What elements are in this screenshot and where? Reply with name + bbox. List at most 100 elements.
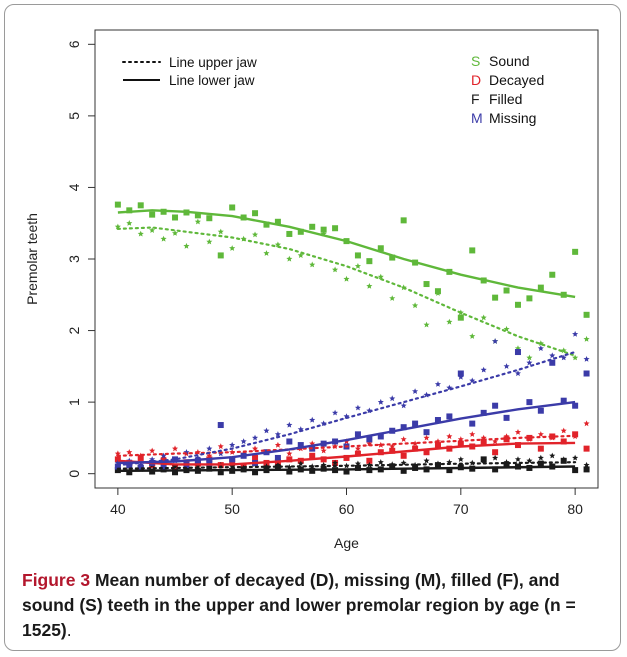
decayed-lower-point [137,454,144,461]
filled-upper-point [549,452,556,459]
decayed-lower-point [114,456,121,463]
sound-upper-point [343,275,350,282]
decayed-upper-point [274,441,281,448]
missing-upper-point [263,427,270,434]
sound-upper-point [583,335,590,342]
decayed-lower-point [434,442,441,449]
filled-lower-point [354,464,361,471]
x-tick-label: 60 [339,501,355,517]
missing-lower-line [117,400,576,465]
sound-upper-point [126,220,133,226]
missing-upper-point [320,420,327,427]
decayed-upper-point [469,431,476,437]
missing-upper-point [377,398,384,405]
missing-lower-point [514,349,521,356]
line-legend-label: Line lower jaw [169,73,255,88]
sound-upper-point [480,314,487,321]
sound-upper-point [114,223,121,230]
missing-upper-point [469,377,476,384]
sound-lower-point [217,252,224,259]
sound-lower-point [354,252,361,259]
decayed-lower-point [583,445,590,452]
filled-lower-point [537,460,544,467]
missing-lower-point [503,414,510,421]
decayed-lower-point [366,457,373,464]
sound-upper-point [229,245,236,251]
missing-lower-point [480,409,487,416]
missing-upper-point [240,438,247,445]
missing-lower-point [423,429,430,436]
missing-upper-point [492,338,499,344]
missing-upper-point [354,404,361,411]
missing-lower-point [412,420,419,427]
x-axis-label: Age [334,535,359,551]
sound-upper-point [217,228,224,235]
caption-suffix: . [66,620,72,640]
sound-lower-point [149,211,156,218]
sound-upper-point [274,241,281,248]
sound-lower-point [526,295,533,302]
sound-lower-point [229,204,236,211]
decayed-upper-point [286,450,293,457]
missing-lower-point [457,370,464,377]
filled-lower-point [126,469,133,476]
missing-upper-point [206,445,213,452]
sound-lower-point [194,212,201,219]
sound-lower-point [572,248,579,255]
missing-lower-point [297,442,304,449]
x-tick-label: 70 [453,501,469,517]
sound-lower-point [503,287,510,294]
sound-upper-point [377,273,384,280]
missing-upper-point [160,452,167,459]
sound-lower-point [286,230,293,237]
decayed-upper-point [389,443,396,450]
x-tick-label: 40 [110,501,126,517]
missing-upper-point [549,352,556,359]
sound-upper-point [572,354,579,361]
sound-lower-point [263,221,270,228]
decayed-lower-point [252,454,259,461]
filled-lower-line [117,465,576,472]
sound-lower-point [434,288,441,295]
y-tick-label: 1 [66,398,82,406]
sound-upper-point [206,238,213,245]
sound-upper-point [446,318,453,325]
sound-lower-point [126,207,133,214]
sound-upper-point [469,333,476,339]
missing-lower-point [366,436,373,443]
sound-upper-line [116,226,577,357]
decayed-upper-point [412,440,419,447]
filled-upper-point [286,464,293,470]
sound-upper-point [332,266,339,273]
missing-lower-point [206,459,213,466]
missing-upper-line [116,350,577,467]
missing-lower-point [446,413,453,420]
sound-lower-point [457,314,464,321]
sound-upper-point [263,250,270,256]
filled-upper-point [492,454,499,461]
missing-upper-point [389,395,396,402]
missing-lower-point [172,456,179,463]
decayed-lower-point [537,445,544,452]
caption-text: Mean number of decayed (D), missing (M),… [22,570,576,640]
missing-lower-point [377,433,384,440]
filled-upper-point [514,456,521,462]
filled-upper-point [537,454,544,461]
sound-lower-point [366,258,373,265]
filled-lower-point [492,466,499,473]
decayed-upper-point [503,433,510,440]
filled-lower-point [583,466,590,473]
missing-lower-point [354,431,361,438]
filled-upper-point [503,459,510,465]
filled-lower-point [286,468,293,475]
sound-upper-point [172,230,179,236]
decayed-lower-point [423,449,430,456]
chart-axes: 40 50 60 70 80 0 1 2 3 4 5 6 Age Premolar teeth [24,29,599,551]
sound-lower-point [172,214,179,221]
missing-lower-point [549,359,556,366]
filled-lower-point [252,469,259,476]
decayed-upper-point [172,445,179,452]
sound-upper-point [286,255,293,262]
filled-lower-point [572,467,579,474]
sound-upper-point [160,235,167,242]
